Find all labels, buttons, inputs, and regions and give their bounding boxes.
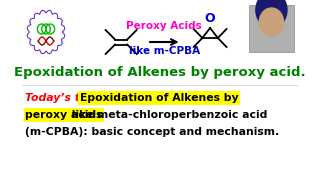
Circle shape [256,0,287,28]
Text: Peroxy Acids: Peroxy Acids [126,21,202,31]
FancyBboxPatch shape [249,5,294,52]
Text: Epoxidation of Alkenes by: Epoxidation of Alkenes by [80,93,238,103]
Text: (m-CPBA): basic concept and mechanism.: (m-CPBA): basic concept and mechanism. [25,127,279,137]
Text: Epoxidation of Alkenes by peroxy acid.: Epoxidation of Alkenes by peroxy acid. [14,66,306,78]
Text: Today’s topic:: Today’s topic: [25,93,110,103]
Text: peroxy acids: peroxy acids [25,110,103,120]
Text: like m-CPBA: like m-CPBA [129,46,200,56]
Text: like meta-chloroperbenzoic acid: like meta-chloroperbenzoic acid [68,110,267,120]
Circle shape [259,8,284,36]
Text: O: O [205,12,215,25]
